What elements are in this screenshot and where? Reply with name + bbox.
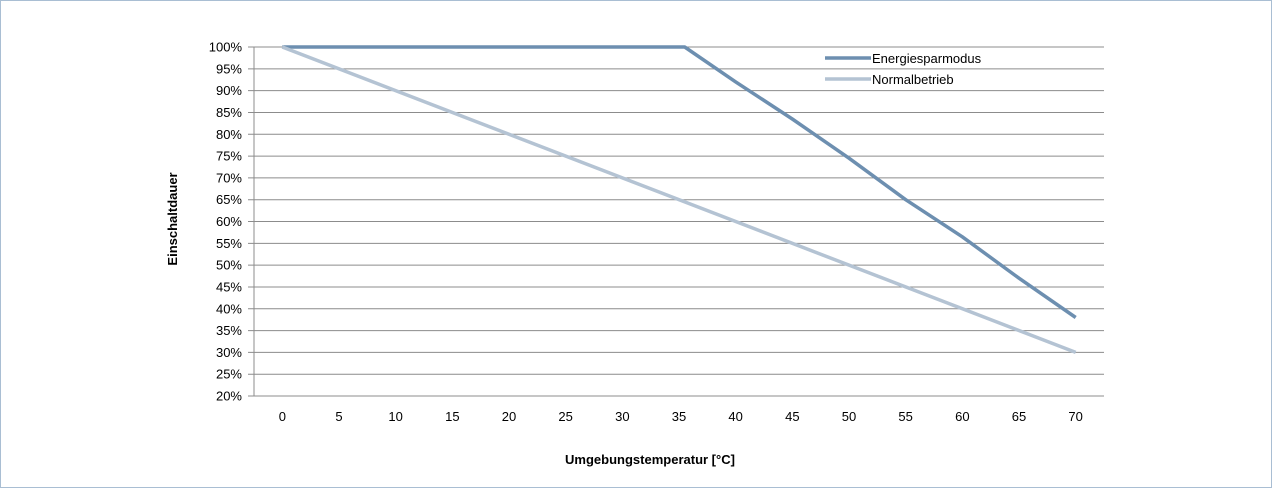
series-line-energiesparmodus: [282, 45, 1077, 319]
x-tick-label: 50: [842, 409, 856, 424]
gridlines: [248, 46, 1104, 397]
x-tick-label: 40: [728, 409, 742, 424]
y-tick-label: 75%: [216, 149, 242, 164]
x-tick-label: 20: [502, 409, 516, 424]
y-tick-label: 45%: [216, 279, 242, 294]
y-tick-label: 80%: [216, 127, 242, 142]
y-tick-label: 70%: [216, 170, 242, 185]
y-tick-label: 65%: [216, 192, 242, 207]
x-tick-label: 25: [558, 409, 572, 424]
legend-label: Energiesparmodus: [872, 51, 982, 66]
axes: [253, 47, 1104, 397]
x-axis-title: Umgebungstemperatur [°C]: [565, 452, 735, 467]
x-tick-label: 70: [1068, 409, 1082, 424]
x-tick-label: 35: [672, 409, 686, 424]
y-tick-label: 95%: [216, 61, 242, 76]
y-tick-label: 85%: [216, 105, 242, 120]
series-line-normalbetrieb: [281, 45, 1077, 355]
series-lines: [281, 45, 1077, 355]
x-tick-label: 55: [898, 409, 912, 424]
legend: Energiesparmodus Normalbetrieb: [825, 51, 982, 87]
y-tick-label: 90%: [216, 83, 242, 98]
y-tick-label: 35%: [216, 323, 242, 338]
y-axis-title: Einschaltdauer: [165, 172, 180, 265]
y-tick-label: 25%: [216, 367, 242, 382]
x-tick-label: 5: [335, 409, 342, 424]
x-tick-label: 15: [445, 409, 459, 424]
y-tick-label: 100%: [209, 40, 243, 55]
x-tick-label: 65: [1012, 409, 1026, 424]
y-tick-labels: 20% 25% 30% 35% 40% 45% 50% 55% 60% 65% 70% 75% 80% 8…: [209, 40, 243, 404]
x-tick-label: 10: [388, 409, 402, 424]
y-tick-label: 30%: [216, 345, 242, 360]
y-tick-label: 40%: [216, 301, 242, 316]
y-tick-label: 55%: [216, 236, 242, 251]
legend-label: Normalbetrieb: [872, 72, 954, 87]
y-tick-label: 20%: [216, 389, 242, 404]
x-tick-label: 60: [955, 409, 969, 424]
x-tick-labels: 0 5 10 15 20 25 30 35 40 45 50 55 60 65 70: [279, 409, 1083, 424]
y-tick-label: 50%: [216, 258, 242, 273]
y-tick-label: 60%: [216, 214, 242, 229]
x-tick-label: 30: [615, 409, 629, 424]
x-tick-label: 0: [279, 409, 286, 424]
x-tick-label: 45: [785, 409, 799, 424]
